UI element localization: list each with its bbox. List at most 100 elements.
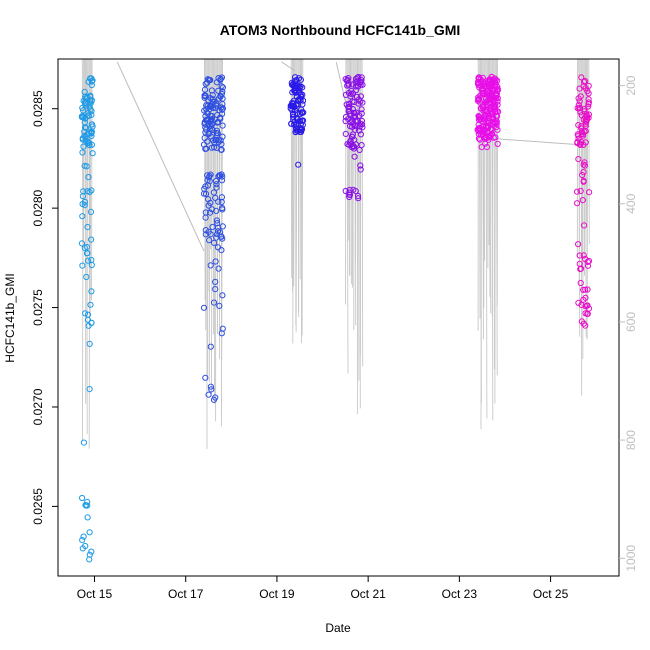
data-point — [578, 128, 586, 136]
data-point — [202, 209, 209, 216]
data-point — [295, 75, 303, 82]
data-point — [356, 123, 363, 130]
data-point — [485, 123, 492, 130]
y-tick-label: 0.0275 — [31, 289, 45, 326]
data-point — [492, 108, 499, 115]
data-point — [86, 340, 93, 347]
data-point — [575, 299, 582, 306]
data-point — [207, 262, 214, 269]
data-point — [79, 193, 87, 200]
x-tick-label: Oct 19 — [259, 587, 295, 601]
data-point — [344, 82, 351, 89]
data-point — [87, 75, 94, 82]
data-point — [207, 231, 214, 238]
y-tick-label: 0.0270 — [31, 388, 45, 425]
data-point — [208, 206, 215, 213]
data-point — [88, 319, 95, 326]
data-point — [586, 189, 593, 196]
data-point — [357, 79, 364, 86]
data-point — [581, 162, 589, 169]
data-point — [82, 502, 89, 509]
data-point — [349, 106, 356, 113]
data-point — [203, 109, 210, 116]
data-point — [358, 106, 365, 113]
data-point — [475, 125, 483, 132]
data-point — [477, 115, 484, 122]
data-point — [581, 106, 588, 113]
data-point — [355, 100, 362, 107]
transit-lines — [116, 61, 578, 252]
profile-line — [350, 58, 353, 276]
data-point — [585, 305, 593, 312]
data-point — [582, 117, 589, 124]
data-point — [582, 294, 589, 301]
profile-line — [482, 58, 484, 340]
data-point — [87, 100, 94, 107]
data-point — [350, 120, 357, 128]
data-point — [292, 74, 299, 81]
data-point — [342, 130, 349, 137]
data-point — [79, 545, 86, 552]
y-axis-label: HCFC141b_GMI — [3, 273, 17, 362]
data-point — [212, 177, 220, 185]
data-point — [209, 96, 216, 103]
profile-line — [301, 58, 304, 336]
data-point — [208, 386, 215, 393]
data-point — [349, 142, 356, 150]
data-point — [86, 556, 93, 563]
data-point — [577, 266, 584, 273]
right-tick-label: 400 — [624, 193, 638, 213]
data-point — [580, 169, 587, 176]
data-point — [486, 77, 494, 84]
data-point — [80, 533, 87, 540]
data-point — [81, 202, 88, 209]
data-point — [487, 85, 494, 92]
profile-line — [361, 58, 364, 367]
data-point — [493, 120, 500, 128]
data-point — [78, 240, 86, 247]
data-point — [84, 188, 91, 195]
data-point — [82, 310, 89, 317]
pressure-profiles — [81, 58, 590, 450]
data-point — [219, 95, 226, 102]
transit-line — [116, 61, 205, 252]
x-axis: Oct 15 Oct 17 Oct 19 Oct 21 Oct 23 Oct 25 — [77, 575, 569, 601]
data-point — [78, 113, 86, 120]
data-point — [350, 109, 357, 117]
data-point — [474, 126, 481, 134]
data-point — [79, 104, 86, 112]
data-point — [86, 139, 93, 146]
data-point — [86, 141, 93, 149]
data-point — [88, 548, 95, 555]
data-point — [355, 73, 362, 81]
data-point — [494, 83, 501, 91]
data-point — [577, 140, 584, 147]
data-point — [84, 514, 91, 521]
data-point — [353, 93, 361, 101]
profile-line — [89, 58, 92, 316]
data-point — [80, 143, 87, 150]
data-point — [88, 121, 96, 128]
data-point — [580, 252, 587, 259]
data-point — [297, 91, 304, 98]
data-point — [79, 494, 86, 502]
data-point — [84, 224, 91, 231]
data-point — [213, 129, 220, 137]
data-point — [357, 93, 364, 100]
data-point — [580, 320, 587, 327]
data-point — [493, 92, 500, 99]
data-point — [489, 77, 496, 84]
data-point — [576, 252, 583, 259]
data-point — [219, 133, 226, 140]
right-axis: 200 400 600 800 1000 — [619, 75, 638, 572]
data-point — [356, 146, 363, 154]
data-point — [487, 121, 494, 128]
data-point — [83, 273, 90, 281]
right-tick-label: 800 — [624, 430, 638, 450]
data-point — [295, 96, 302, 103]
data-point — [574, 200, 581, 207]
x-tick-label: Oct 25 — [533, 587, 569, 601]
data-point — [485, 112, 492, 120]
data-point — [300, 109, 307, 116]
data-point — [214, 231, 221, 238]
